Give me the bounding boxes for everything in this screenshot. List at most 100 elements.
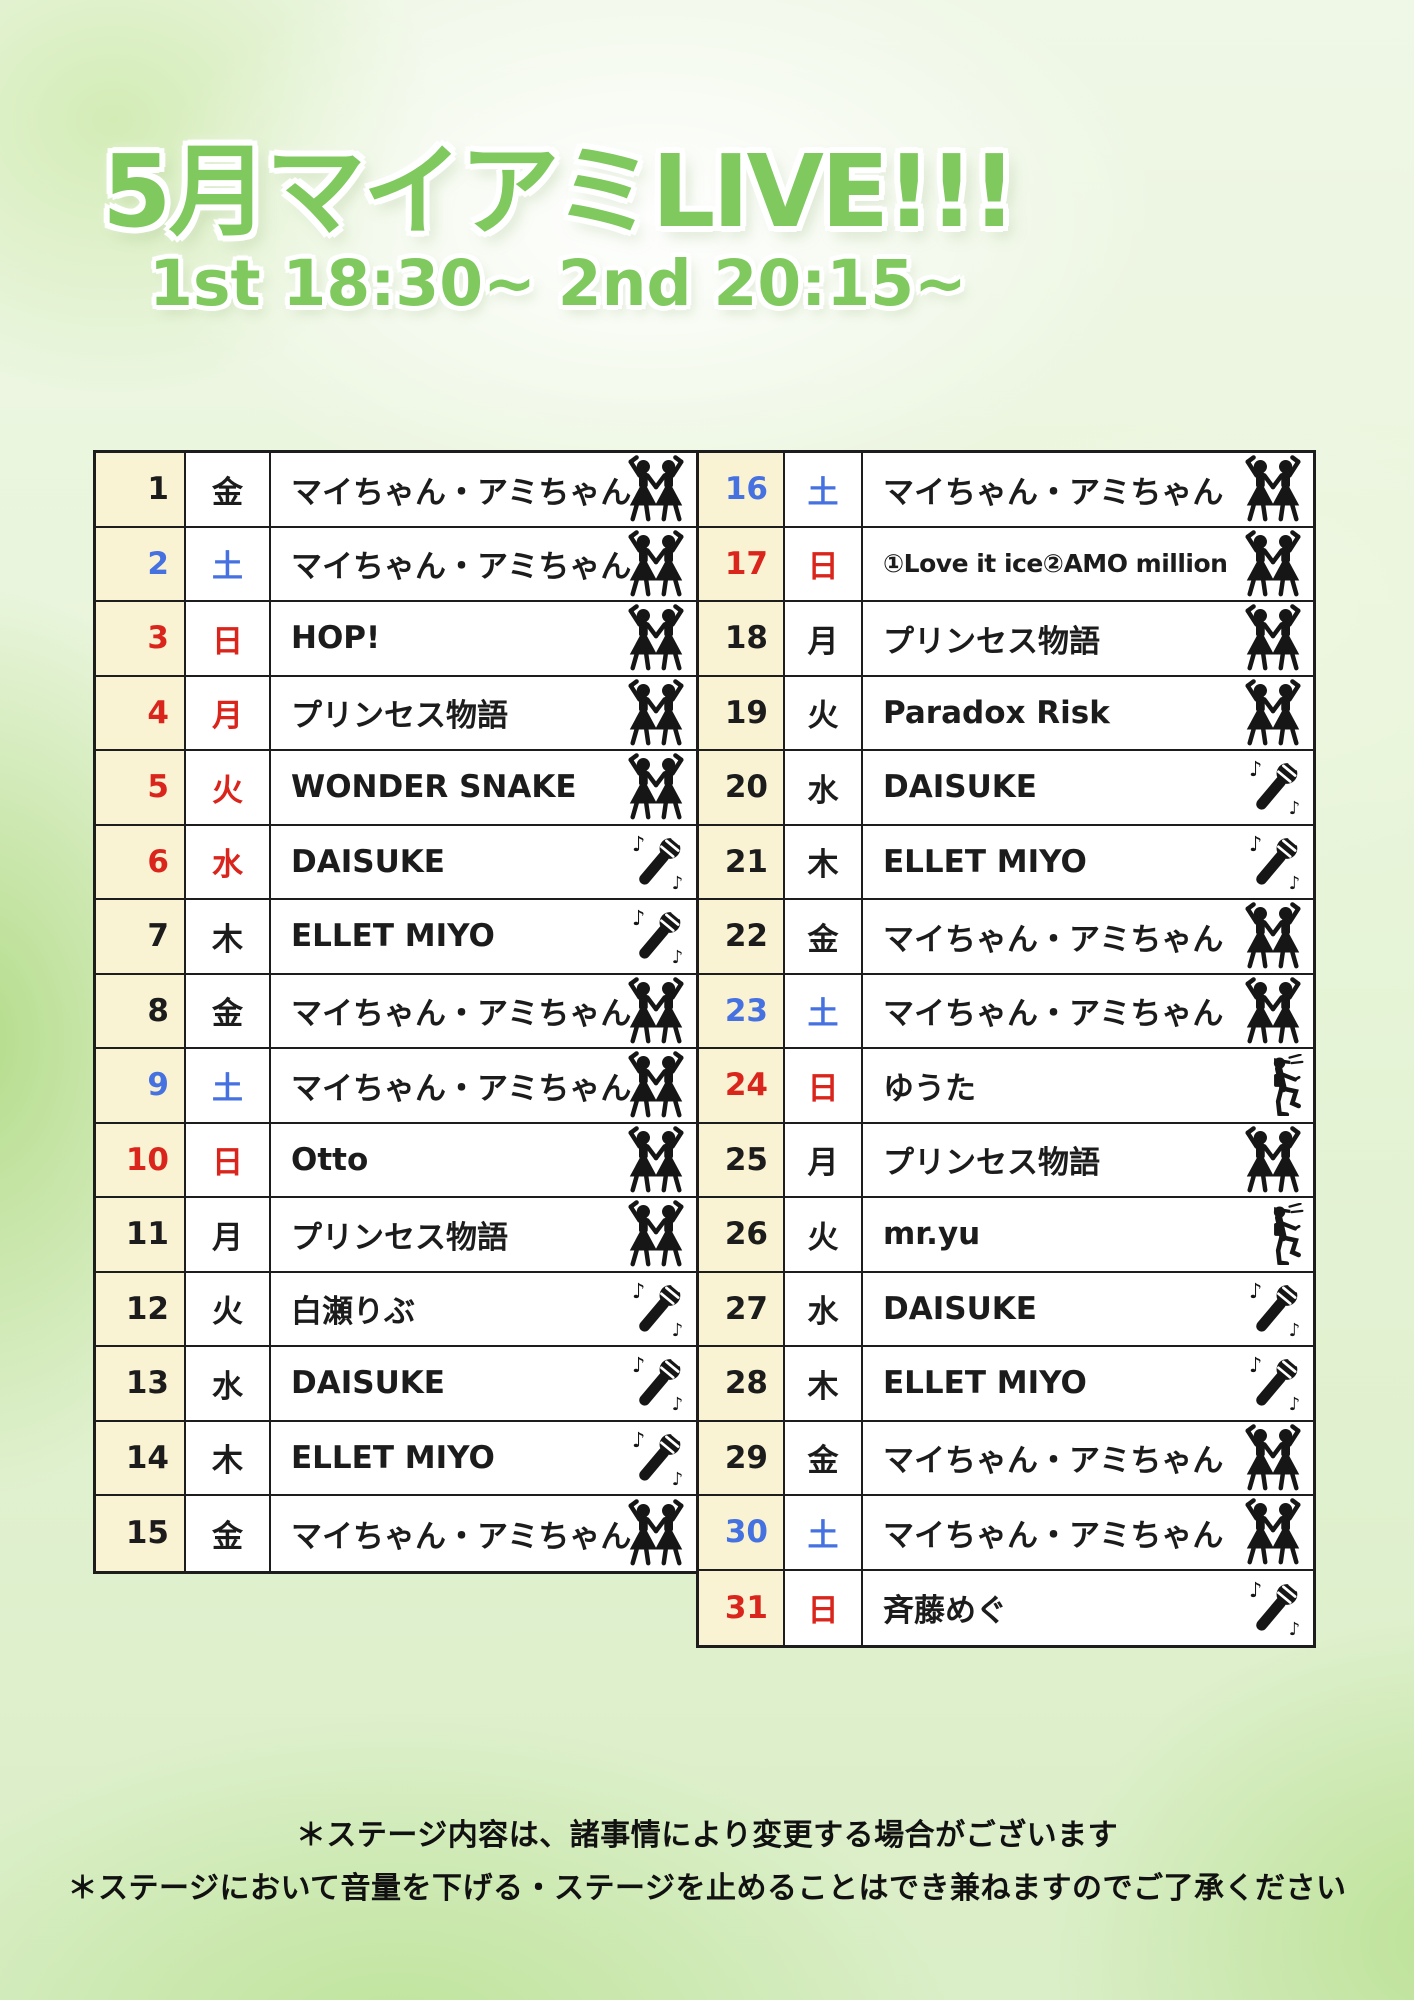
schedule-row: 26 火 mr.yu — [699, 1198, 1313, 1273]
weekday-cell: 金 — [186, 453, 271, 526]
date-number: 7 — [147, 918, 169, 955]
microphone-with-notes-icon: ♪ ♪ — [632, 834, 688, 890]
performer-cell: ELLET MIYO ♪ ♪ — [863, 1347, 1313, 1420]
performer-cell: プリンセス物語 — [863, 602, 1313, 675]
performer-cell: プリンセス物語 — [271, 677, 696, 750]
weekday-label: 土 — [212, 1070, 243, 1107]
schedule-row: 1 金 マイちゃん・アミちゃん — [96, 453, 696, 528]
performer-cell: ELLET MIYO ♪ ♪ — [271, 900, 696, 973]
microphone-with-notes-icon: ♪ ♪ — [632, 1430, 688, 1486]
svg-text:♪: ♪ — [672, 873, 684, 890]
date-cell: 9 — [96, 1049, 186, 1122]
schedule-row: 8 金 マイちゃん・アミちゃん — [96, 974, 696, 1049]
performer-cell: DAISUKE ♪ ♪ — [271, 826, 696, 899]
date-number: 3 — [147, 620, 169, 657]
schedule-row: 27 水 DAISUKE ♪ ♪ — [699, 1272, 1313, 1347]
weekday-cell: 木 — [186, 900, 271, 973]
date-number: 25 — [724, 1141, 768, 1178]
weekday-cell: 木 — [785, 1347, 863, 1420]
svg-text:♪: ♪ — [1249, 759, 1262, 781]
idol-duo-dancers-icon — [624, 529, 688, 598]
weekday-cell: 日 — [785, 1570, 863, 1645]
date-cell: 20 — [699, 751, 785, 824]
date-cell: 17 — [699, 527, 785, 600]
schedule-row: 31 日斉藤めぐ ♪ ♪ — [699, 1570, 1313, 1646]
performer-name: DAISUKE — [291, 1365, 445, 1402]
weekday-label: 水 — [807, 1294, 839, 1331]
performer-name: ELLET MIYO — [883, 843, 1087, 880]
date-number: 16 — [724, 471, 768, 508]
svg-text:♪: ♪ — [1249, 1355, 1262, 1377]
schedule-row: 2 土 マイちゃん・アミちゃん — [96, 527, 696, 602]
weekday-cell: 月 — [785, 602, 863, 675]
performer-name: Otto — [291, 1141, 369, 1178]
schedule-row: 17 日 ①Love it ice②AMO million — [699, 527, 1313, 602]
weekday-label: 木 — [212, 1443, 243, 1480]
date-cell: 26 — [699, 1198, 785, 1271]
date-number: 10 — [125, 1141, 169, 1178]
weekday-cell: 土 — [785, 1496, 863, 1569]
weekday-cell: 水 — [785, 1272, 863, 1345]
schedule-row: 15 金 マイちゃん・アミちゃん — [96, 1496, 696, 1571]
weekday-label: 土 — [807, 474, 839, 511]
date-cell: 28 — [699, 1347, 785, 1420]
date-number: 2 — [147, 545, 169, 582]
date-cell: 27 — [699, 1272, 785, 1345]
idol-duo-dancers-icon — [1241, 1498, 1305, 1566]
performer-name: 白瀬りぶ — [291, 1294, 415, 1331]
performer-name: ①Love it ice②AMO million — [883, 549, 1228, 579]
idol-duo-dancers-icon — [1241, 976, 1305, 1045]
weekday-label: 火 — [212, 772, 243, 809]
date-number: 5 — [147, 769, 169, 806]
performer-cell: マイちゃん・アミちゃん — [271, 975, 696, 1048]
date-cell: 18 — [699, 602, 785, 675]
weekday-cell: 日 — [785, 527, 863, 600]
idol-duo-dancers-icon — [624, 604, 688, 672]
weekday-label: 土 — [212, 549, 243, 586]
weekday-cell: 水 — [785, 751, 863, 824]
weekday-cell: 木 — [785, 825, 863, 898]
weekday-cell: 月 — [186, 1198, 271, 1271]
weekday-cell: 金 — [186, 974, 271, 1047]
date-cell: 3 — [96, 602, 186, 675]
weekday-label: 月 — [807, 623, 839, 660]
performer-name: ELLET MIYO — [291, 1439, 495, 1476]
schedule-row: 7 木 ELLET MIYO ♪ ♪ — [96, 900, 696, 975]
performer-cell: マイちゃん・アミちゃん — [863, 975, 1313, 1048]
schedule-row: 11 月 プリンセス物語 — [96, 1198, 696, 1273]
weekday-label: 土 — [807, 996, 839, 1033]
date-cell: 30 — [699, 1496, 785, 1569]
performer-name: HOP! — [291, 620, 381, 657]
microphone-with-notes-icon: ♪ ♪ — [1249, 1580, 1305, 1636]
disclaimer-footer: ＊ステージ内容は、諸事情により変更する場合がございます ＊ステージにおいて音量を… — [0, 1810, 1414, 1915]
weekday-label: 金 — [212, 996, 243, 1033]
performer-cell: Otto — [271, 1124, 696, 1197]
date-cell: 24 — [699, 1049, 785, 1122]
date-cell: 14 — [96, 1421, 186, 1494]
svg-text:♪: ♪ — [632, 1430, 645, 1452]
date-number: 13 — [125, 1365, 169, 1402]
weekday-label: 日 — [807, 549, 839, 586]
performer-name: マイちゃん・アミちゃん — [291, 996, 632, 1033]
performer-name: マイちゃん・アミちゃん — [883, 474, 1224, 511]
schedule-row: 6 水 DAISUKE ♪ ♪ — [96, 825, 696, 900]
svg-text:♪: ♪ — [672, 947, 684, 964]
schedule-row: 3 日 HOP! — [96, 602, 696, 677]
performer-cell: マイちゃん・アミちゃん — [863, 900, 1313, 973]
date-number: 27 — [724, 1290, 768, 1327]
performer-cell: HOP! — [271, 602, 696, 675]
weekday-cell: 金 — [785, 900, 863, 973]
performer-name: プリンセス物語 — [883, 623, 1100, 660]
disclaimer-line: ＊ステージにおいて音量を下げる・ステージを止めることはでき兼ねますのでご了承くだ… — [67, 1870, 1347, 1906]
weekday-cell: 月 — [785, 1123, 863, 1196]
weekday-label: 火 — [212, 1294, 243, 1331]
svg-text:♪: ♪ — [1289, 1320, 1301, 1337]
weekday-cell: 日 — [186, 602, 271, 675]
schedule-row: 13 水 DAISUKE ♪ ♪ — [96, 1347, 696, 1422]
weekday-label: 土 — [807, 1517, 839, 1554]
performer-cell: ①Love it ice②AMO million — [863, 528, 1313, 601]
performer-name: ゆうた — [883, 1070, 976, 1107]
performer-cell: DAISUKE ♪ ♪ — [863, 751, 1313, 824]
weekday-label: 金 — [807, 1443, 839, 1480]
performer-cell: 斉藤めぐ ♪ ♪ — [863, 1571, 1313, 1646]
